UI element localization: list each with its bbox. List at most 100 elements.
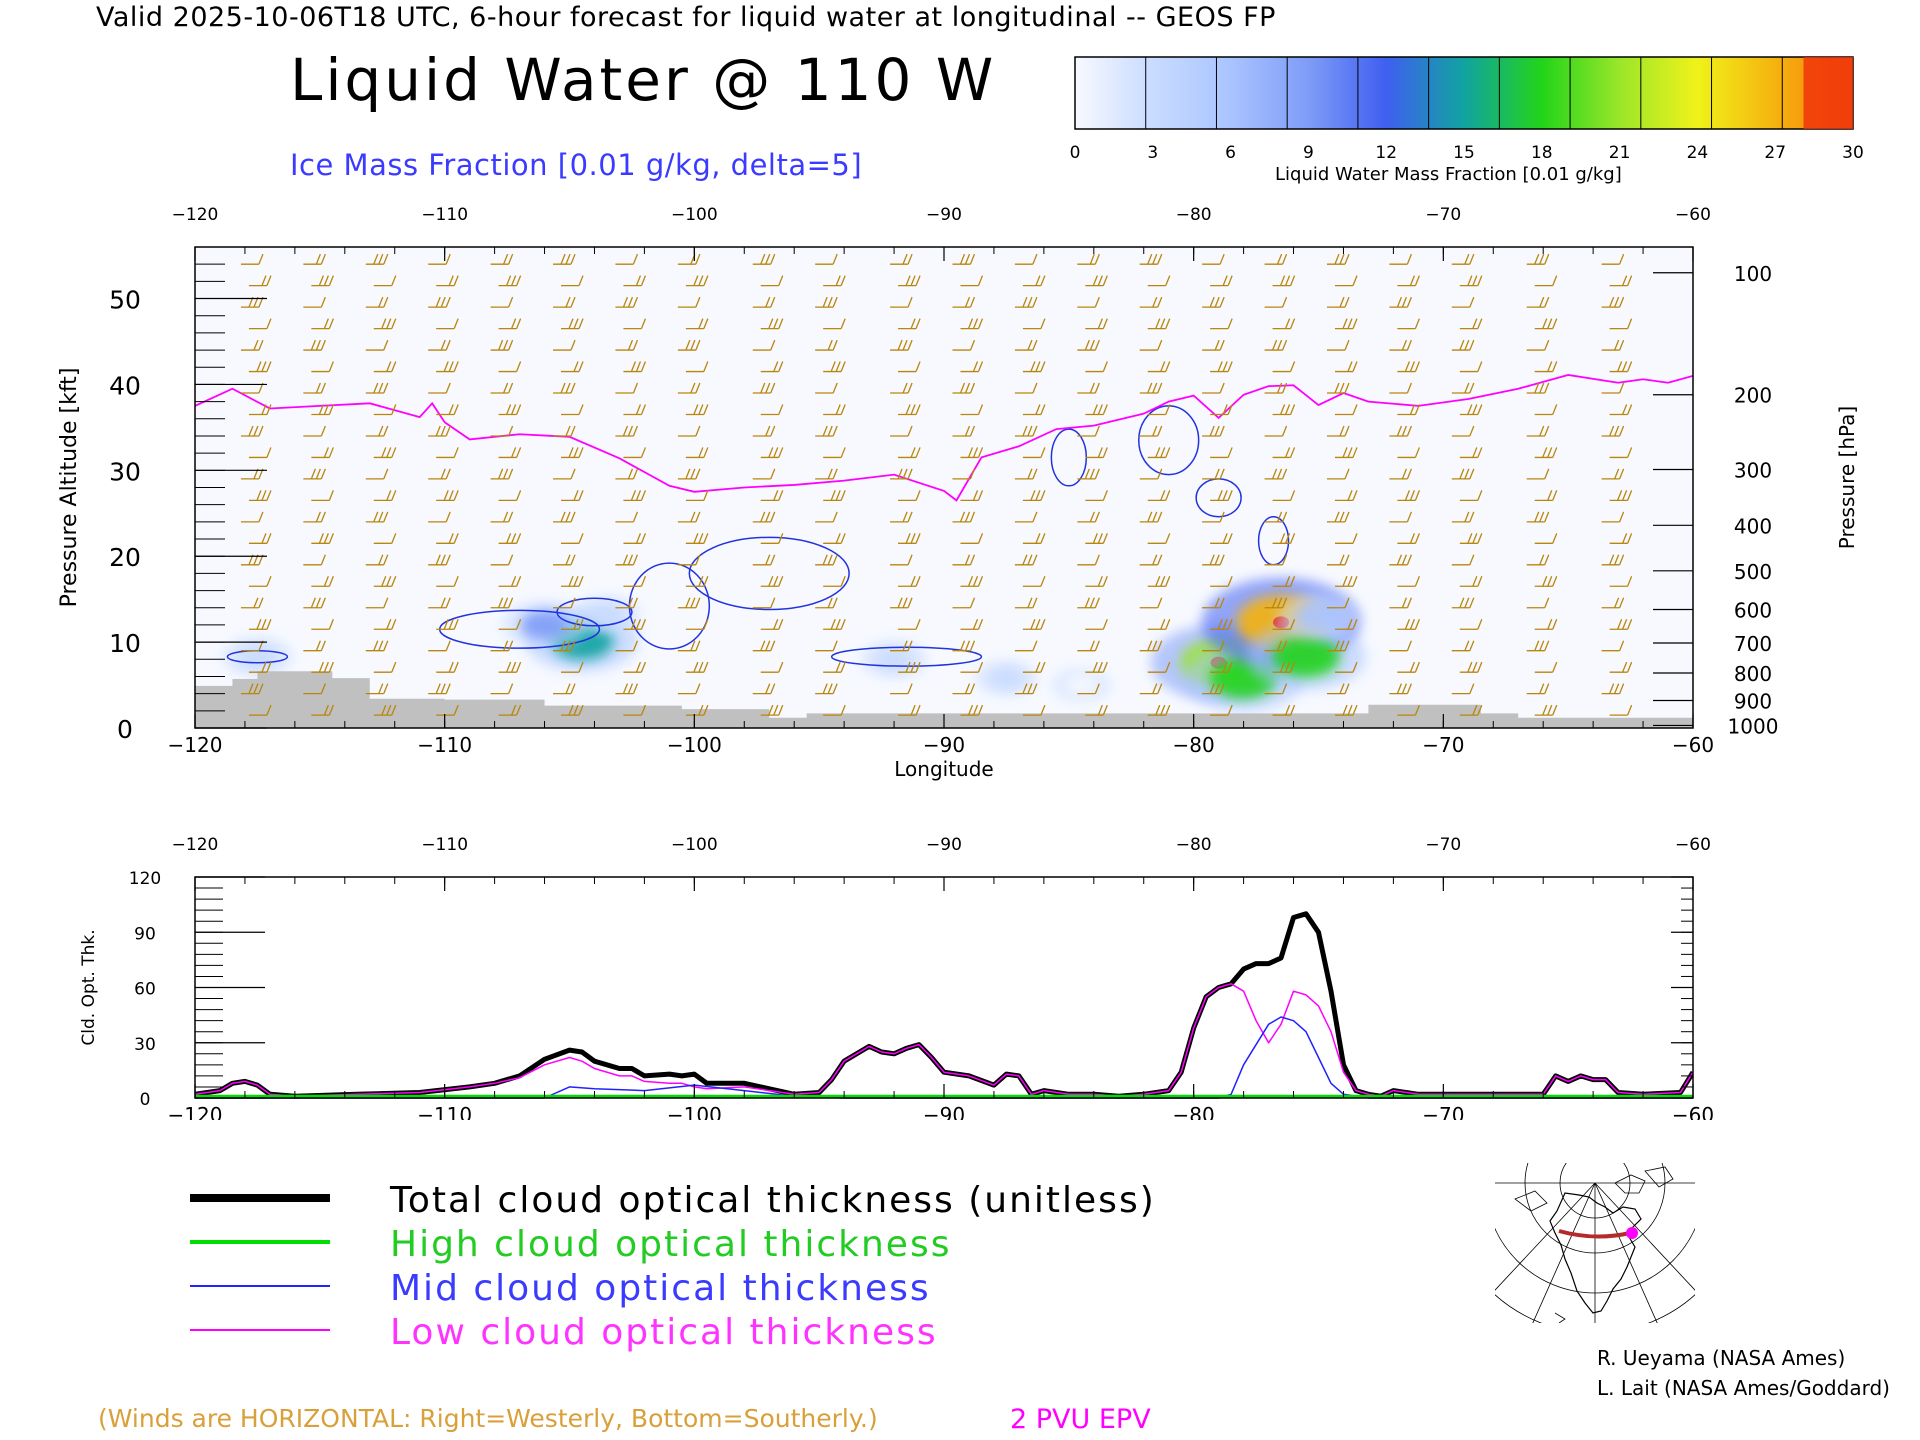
wind-barb — [952, 253, 976, 265]
wind-barb-flag — [565, 253, 571, 265]
wind-barb-flag — [1534, 640, 1540, 651]
wind-barb-flag — [1544, 468, 1550, 480]
wind-barb-flag — [378, 554, 384, 566]
wind-barb-flag — [261, 618, 267, 630]
wind-barb-flag — [570, 296, 576, 308]
wind-barb-flag — [1040, 447, 1046, 458]
wind-barb-flag — [565, 683, 571, 694]
wind-barb — [623, 618, 647, 630]
wind-barb-flag — [1276, 511, 1283, 523]
wind-barb-flag — [627, 339, 634, 351]
wind-barb — [1534, 576, 1558, 587]
wind-barb-flag — [915, 618, 921, 630]
wind-barb-flag — [1469, 683, 1475, 694]
wind-barb — [1526, 425, 1550, 437]
wind-barb — [823, 447, 846, 459]
wind-barb-flag — [1289, 361, 1296, 372]
wind-barb — [1397, 576, 1421, 587]
wind-barb-flag — [1284, 447, 1291, 458]
wind-barb-flag — [690, 339, 696, 351]
wind-barb-flag — [386, 447, 392, 458]
wind-barb-flag — [448, 275, 454, 286]
colorbar-label: Liquid Water Mass Fraction [0.01 g/kg] — [1275, 164, 1622, 185]
wind-barb — [1147, 318, 1171, 330]
wind-barb — [248, 404, 272, 416]
wind-barb-flag — [1469, 511, 1475, 523]
wind-barb — [1609, 318, 1633, 330]
wind-barb-flag — [693, 275, 699, 286]
wind-barb-flag — [510, 318, 517, 329]
wind-barb-flag — [505, 404, 512, 415]
wind-barb-flag — [573, 576, 579, 587]
colorbar-tick-label: 27 — [1764, 143, 1786, 163]
wind-barb — [685, 618, 709, 630]
wind-barb — [1459, 576, 1483, 587]
wind-barb — [1334, 275, 1358, 287]
wind-barb — [1326, 468, 1350, 480]
wind-barb-flag — [1279, 533, 1286, 544]
wind-barb — [1459, 275, 1483, 287]
wind-barb — [960, 576, 984, 587]
wind-barb — [311, 447, 334, 459]
wind-barb-flag — [1477, 704, 1483, 716]
wind-barb-flag — [1165, 576, 1171, 587]
wind-barb-flag — [1344, 597, 1350, 608]
wind-barb — [1601, 296, 1625, 308]
wind-barb-flag — [1464, 597, 1470, 608]
wind-barb — [1534, 361, 1558, 373]
wind-barb-flag — [1084, 339, 1090, 351]
wind-barb — [1334, 704, 1358, 716]
wind-barb-flag — [703, 661, 709, 673]
wind-barb — [1014, 554, 1038, 566]
wind-barb — [685, 318, 709, 330]
wind-barb — [1210, 576, 1233, 587]
wind-barb-flag — [1217, 618, 1223, 630]
wind-barb — [373, 704, 397, 716]
wind-barb-flag — [902, 468, 908, 480]
wind-barb-flag — [827, 683, 833, 694]
wind-barb-flag — [822, 425, 828, 437]
wind-barb-flag — [1467, 275, 1473, 286]
wind-barb-flag — [378, 296, 384, 308]
wind-barb-flag — [381, 704, 387, 716]
wind-barb-flag — [1152, 253, 1158, 265]
liquid-water-core — [988, 667, 1025, 689]
wind-barb — [1077, 554, 1100, 566]
wind-barb-flag — [1409, 618, 1416, 630]
wind-barb — [1264, 339, 1288, 351]
wind-barb-flag — [1222, 404, 1228, 415]
wind-barb — [553, 683, 576, 695]
wind-barb-flag — [320, 640, 326, 651]
wind-barb — [760, 404, 784, 416]
wind-barb — [623, 704, 647, 716]
wind-barb-flag — [1092, 404, 1098, 415]
wind-barb — [1085, 447, 1108, 459]
wind-barb — [615, 296, 639, 308]
wind-barb-flag — [1401, 296, 1408, 308]
ice-contour — [830, 646, 983, 667]
wind-barb — [1202, 683, 1225, 695]
wind-barb-flag — [1477, 275, 1483, 286]
wind-barb-flag — [964, 511, 971, 523]
wind-barb-flag — [1464, 468, 1470, 480]
wind-barb-flag — [778, 576, 784, 587]
wind-barb-flag — [695, 511, 701, 523]
wind-barb-flag — [765, 253, 771, 265]
wind-barb — [1264, 296, 1288, 308]
wind-barb — [498, 318, 522, 330]
wind-barb-flag — [1157, 597, 1163, 608]
x-tick-label-top: −70 — [1425, 205, 1461, 225]
wind-barb-flag — [1609, 554, 1615, 566]
wind-barb-flag — [1406, 382, 1413, 394]
wind-barb-flag — [505, 661, 512, 673]
x-tick-label: −90 — [923, 1103, 965, 1120]
wind-barb — [561, 318, 584, 330]
wind-barb — [1326, 425, 1350, 437]
pressure-tick-label: 500 — [1734, 560, 1772, 584]
wind-barb — [1272, 576, 1296, 587]
wind-barb-flag — [1619, 339, 1625, 351]
wind-barb — [1609, 361, 1633, 373]
wind-barb-flag — [1155, 704, 1161, 716]
wind-barb — [1334, 318, 1358, 330]
wind-barb-flag — [1094, 554, 1100, 566]
